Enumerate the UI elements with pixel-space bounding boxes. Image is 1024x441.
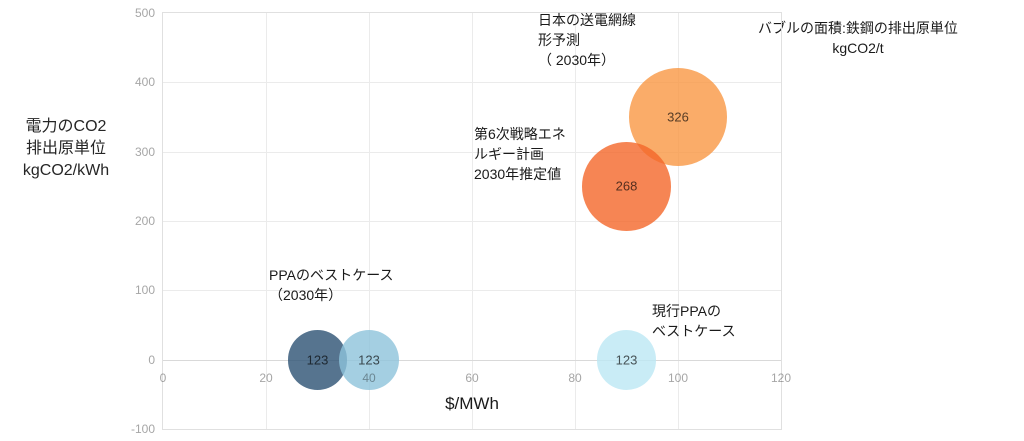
- plot-area: $/MWh 326 268 123 123 123 500 400 300 200 100 0 -10…: [131, 6, 791, 436]
- ppa-best-case-2030-label: PPAのベストケース （2030年）: [269, 267, 394, 303]
- japan-grid-forecast-label: 日本の送電網線 形予測 （ 2030年）: [538, 12, 636, 68]
- bubble-ppa-best-case-2030-high[interactable]: [339, 329, 399, 390]
- x-tick-label: 40: [362, 370, 376, 385]
- bubble-ppa-best-case-2030-low[interactable]: [287, 329, 348, 390]
- x-tick-label: 80: [568, 370, 582, 385]
- y-gridline: [163, 151, 781, 153]
- y-tick-label: 400: [134, 75, 155, 90]
- y-tick-label: 0: [148, 352, 155, 367]
- bubble-value-label: 123: [615, 352, 638, 368]
- bubble-current-ppa-best-case[interactable]: [596, 329, 657, 390]
- current-ppa-label: 現行PPAの ベストケース: [652, 303, 736, 339]
- bubble-size-legend: バブルの面積:鉄鋼の排出原単位 kgCO2/t: [758, 20, 958, 56]
- y-gridline: [163, 82, 781, 84]
- y-tick-label: 500: [134, 6, 155, 20]
- y-gridline: [163, 221, 781, 222]
- x-tick-label: 100: [667, 370, 689, 385]
- x-tick-label: 0: [159, 370, 167, 385]
- y-axis-title: 電力のCO2 排出原単位 kgCO2/kWh: [22, 118, 110, 179]
- x-tick-label: 120: [770, 370, 792, 385]
- y-tick-label: 100: [134, 283, 155, 298]
- bubble-value-label: 123: [306, 352, 329, 368]
- y-gridline: [163, 290, 781, 292]
- y-tick-label: 200: [134, 214, 155, 228]
- x-tick-label: 20: [259, 370, 273, 385]
- bubble-value-label: 268: [615, 178, 638, 194]
- zero-axis-line: [163, 359, 781, 361]
- y-tick-label: 300: [134, 144, 155, 159]
- x-tick-label: 60: [465, 370, 479, 385]
- bubble-sixth-strategic-energy-plan-2030-estimate[interactable]: [582, 142, 671, 231]
- y-tick-label: -100: [130, 422, 155, 436]
- x-axis-title: $/MWh: [445, 394, 499, 413]
- strategic-energy-plan-label: 第6次戦略エネ ルギー計画 2030年推定値: [474, 126, 566, 182]
- bubble-value-label: 326: [667, 109, 689, 125]
- bubble-value-label: 123: [358, 352, 380, 368]
